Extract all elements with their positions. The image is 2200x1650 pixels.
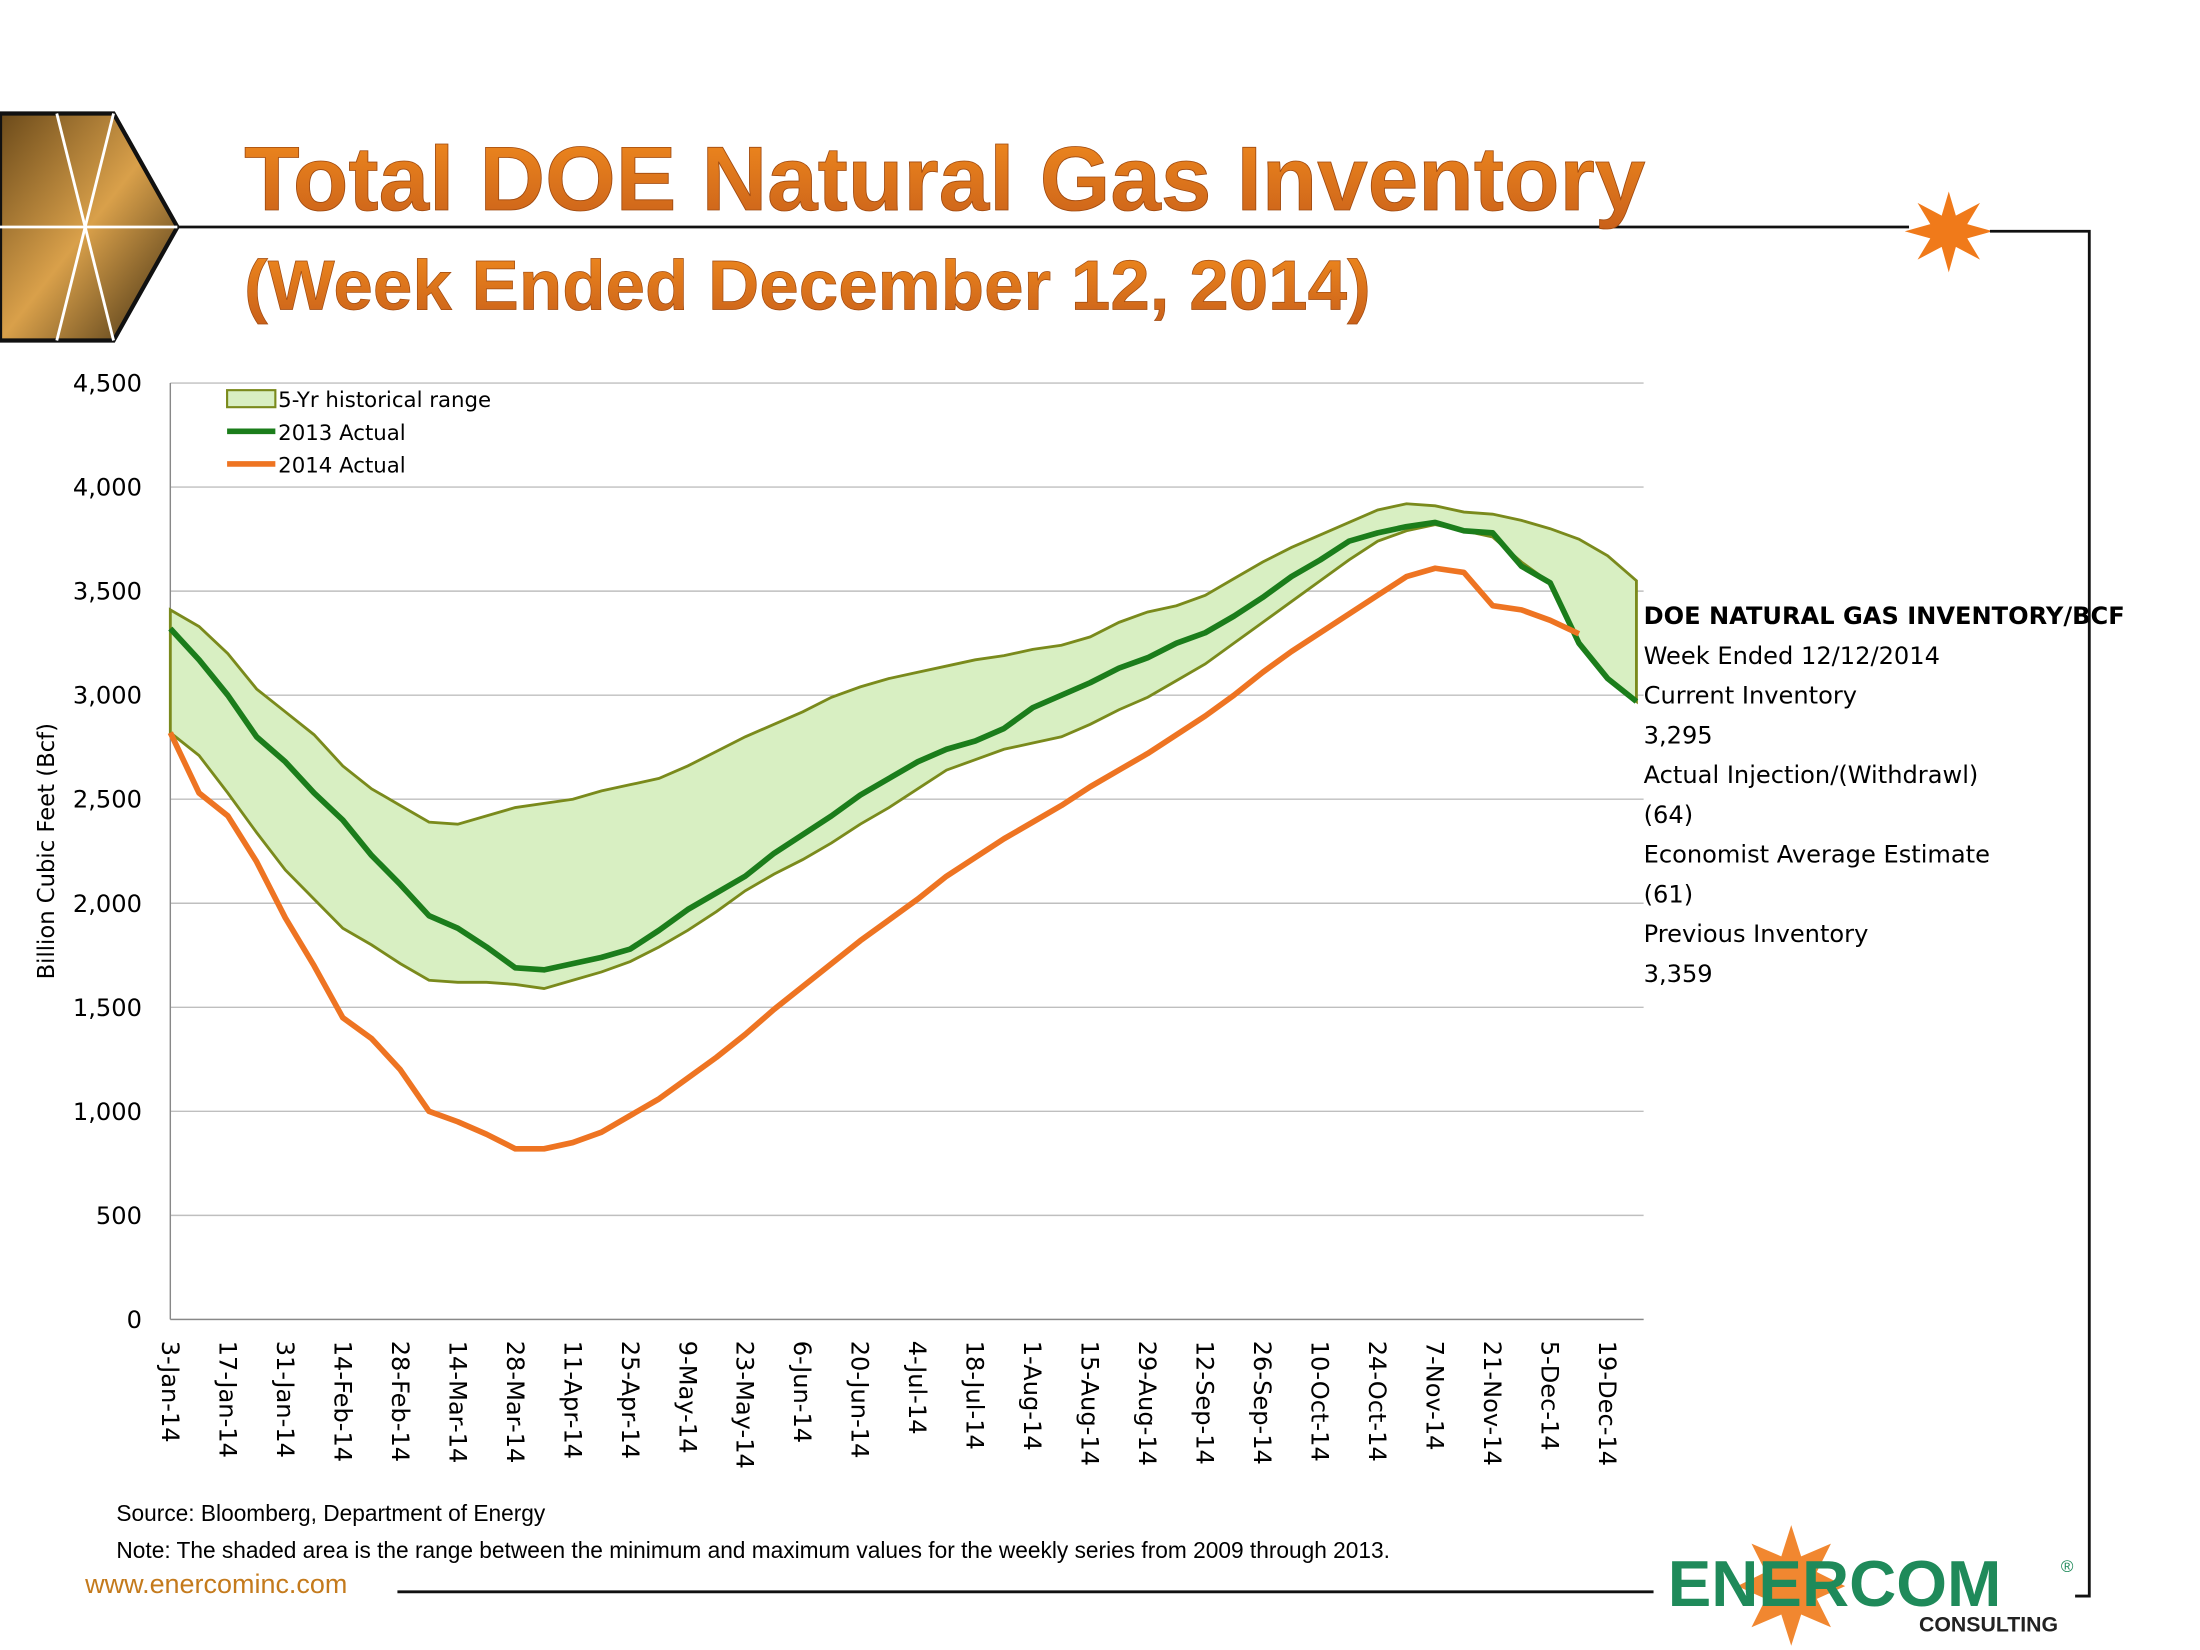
legend-label: 5-Yr historical range (278, 388, 491, 413)
side-title: DOE NATURAL GAS INVENTORY/BCF (1644, 602, 2125, 630)
legend-label: 2013 Actual (278, 421, 406, 446)
x-tick-label: 23-May-14 (731, 1341, 759, 1469)
side-line: Economist Average Estimate (1644, 841, 1990, 869)
header-art (0, 111, 2091, 1598)
x-tick-label: 7-Nov-14 (1421, 1341, 1449, 1451)
note: Note: The shaded area is the range betwe… (116, 1537, 1390, 1563)
x-tick-label: 11-Apr-14 (558, 1341, 586, 1459)
side-line: 3,295 (1644, 721, 1713, 749)
x-tick-label: 31-Jan-14 (271, 1341, 299, 1458)
x-tick-label: 20-Jun-14 (846, 1341, 874, 1459)
series-line (168, 519, 1639, 973)
side-line: (64) (1644, 801, 1694, 829)
legend-label: 2014 Actual (278, 453, 406, 478)
logo: ENERCOM (1668, 1547, 2002, 1620)
side-line: Actual Injection/(Withdrawl) (1644, 761, 1979, 789)
subtitle: (Week Ended December 12, 2014) (244, 246, 1371, 325)
x-tick-label: 29-Aug-14 (1133, 1341, 1161, 1466)
logo-sun (1737, 1525, 1846, 1646)
side-line: Previous Inventory (1644, 920, 1869, 948)
x-tick-label: 1-Aug-14 (1018, 1341, 1046, 1451)
y-tick-label: 3,000 (73, 682, 142, 710)
title: Total DOE Natural Gas Inventory (244, 129, 1646, 230)
side-line: (61) (1644, 880, 1694, 908)
y-tick-label: 4,500 (73, 370, 142, 398)
logo-mark: ® (2061, 1557, 2074, 1576)
x-tick-label: 14-Mar-14 (443, 1341, 471, 1464)
plot: 0 500 1,000 1,500 2,000 2,500 3,000 3,500 4,000 4… (73, 370, 1644, 1469)
y-tick-label: 2,500 (73, 786, 142, 814)
x-tick-label: 5-Dec-14 (1536, 1341, 1564, 1451)
side-line: Week Ended 12/12/2014 (1644, 642, 1940, 670)
series-line (167, 565, 1581, 1152)
y-tick-label: 1,500 (73, 994, 142, 1022)
x-tick-label: 14-Feb-14 (328, 1341, 356, 1462)
y-axis-label: Billion Cubic Feet (Bcf) (34, 723, 60, 979)
y-tick-label: 1,000 (73, 1098, 142, 1126)
x-tick-label: 19-Dec-14 (1593, 1341, 1621, 1466)
y-tick-label: 0 (127, 1306, 142, 1334)
x-tick-label: 6-Jun-14 (788, 1341, 816, 1443)
y-tick-label: 2,000 (73, 890, 142, 918)
x-tick-label: 26-Sep-14 (1248, 1341, 1276, 1465)
x-tick-label: 4-Jul-14 (903, 1341, 931, 1435)
range-area (168, 502, 1638, 991)
legend-swatch (226, 389, 277, 409)
x-tick-label: 12-Sep-14 (1191, 1341, 1219, 1465)
y-tick-label: 500 (96, 1202, 142, 1230)
x-tick-label: 15-Aug-14 (1076, 1341, 1104, 1466)
x-tick-label: 28-Mar-14 (501, 1341, 529, 1464)
website: www.enercominc.com (84, 1569, 347, 1599)
logo-sub: CONSULTING (1919, 1613, 2058, 1637)
x-tick-label: 21-Nov-14 (1478, 1341, 1506, 1466)
x-tick-label: 10-Oct-14 (1306, 1341, 1334, 1462)
y-tick-label: 4,000 (73, 474, 142, 502)
side-line: Current Inventory (1644, 682, 1857, 710)
x-tick-label: 24-Oct-14 (1363, 1341, 1391, 1462)
y-tick-label: 3,500 (73, 578, 142, 606)
x-tick-label: 18-Jul-14 (961, 1341, 989, 1450)
x-tick-label: 9-May-14 (673, 1341, 701, 1454)
x-tick-label: 25-Apr-14 (616, 1341, 644, 1459)
source: Source: Bloomberg, Department of Energy (116, 1500, 546, 1526)
x-tick-label: 28-Feb-14 (386, 1341, 414, 1462)
x-tick-label: 17-Jan-14 (213, 1341, 241, 1458)
side-line: 3,359 (1644, 960, 1713, 988)
side-panel: DOE NATURAL GAS INVENTORY/BCF Week Ended… (1644, 602, 2125, 988)
x-tick-label: 3-Jan-14 (156, 1341, 184, 1443)
